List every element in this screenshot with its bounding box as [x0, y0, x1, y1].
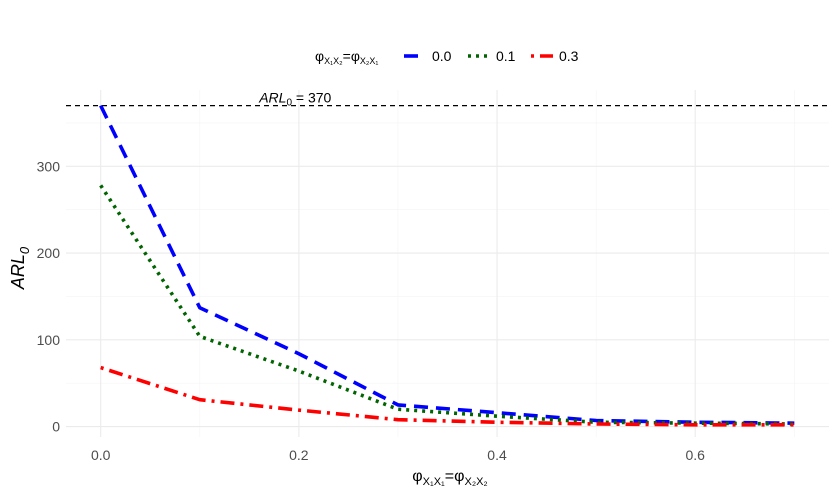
y-tick-label: 100	[37, 332, 61, 348]
series-lines	[99, 104, 795, 427]
y-tick-label: 0	[52, 419, 60, 435]
y-tick-label: 300	[37, 158, 61, 174]
series-line-0	[99, 104, 795, 425]
reference-line-label: ARL0 = 370	[258, 90, 331, 109]
legend-entry-label: 0.1	[496, 48, 516, 64]
series-line-2	[100, 365, 795, 427]
grid-lines	[66, 90, 829, 437]
series-line-1	[99, 184, 795, 426]
y-tick-label: 200	[37, 245, 61, 261]
legend-entry-label: 0.3	[559, 48, 579, 64]
legend-entry-label: 0.0	[432, 48, 452, 64]
reference-line-group: ARL0 = 370	[66, 90, 829, 109]
x-tick-label: 0.6	[685, 447, 705, 463]
x-axis-title: φX₁X₁=φX₂X₂	[412, 468, 487, 488]
y-axis-ticks: 0 100 200 300	[37, 158, 61, 434]
legend: φX₁X₂=φX₂X₁ 0.0 0.1 0.3	[315, 48, 579, 66]
legend-title: φX₁X₂=φX₂X₁	[315, 48, 378, 66]
x-tick-label: 0.4	[487, 447, 507, 463]
x-tick-label: 0.2	[289, 447, 309, 463]
y-axis-title: ARL0	[8, 246, 32, 290]
x-tick-label: 0.0	[91, 447, 111, 463]
x-axis-ticks: 0.0 0.2 0.4 0.6	[91, 447, 705, 463]
